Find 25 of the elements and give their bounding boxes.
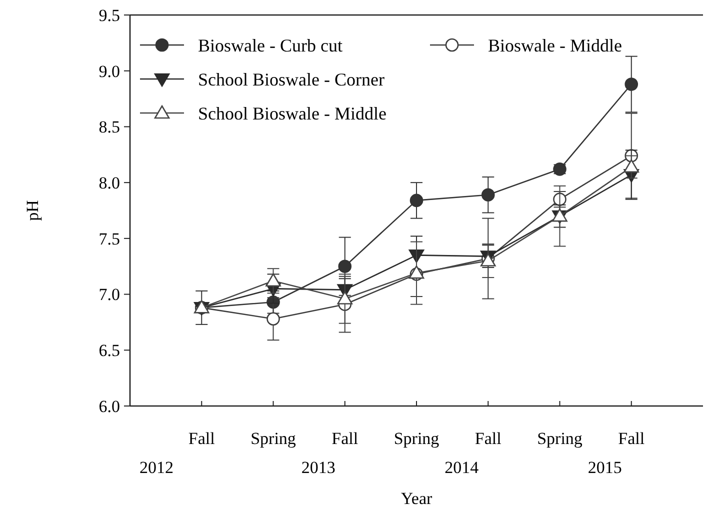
text: 2012: [140, 458, 174, 477]
x-tick-label: Spring: [250, 429, 296, 448]
text: 2013: [301, 458, 336, 477]
y-axis-title: pH: [23, 200, 42, 221]
legend-label: Bioswale - Curb cut: [198, 35, 342, 56]
x-tick-label: Spring: [537, 429, 583, 448]
x-tick-label: Fall: [188, 429, 216, 448]
y-tick-label: 6.0: [98, 396, 120, 416]
x-tick-label: Fall: [474, 429, 502, 448]
y-tick-label: 7.0: [98, 285, 120, 304]
y-tick-label: 9.5: [98, 6, 120, 25]
y-tick-label: 8.5: [98, 118, 120, 137]
legend-label: School Bioswale - Middle: [198, 103, 386, 124]
x-tick-label: Fall: [618, 429, 645, 448]
x-tick-label: Spring: [394, 429, 440, 448]
y-tick-label: 9.0: [98, 62, 120, 81]
legend-label: School Bioswale - Corner: [198, 69, 384, 90]
text: 2014: [444, 458, 480, 477]
x-tick-label: Fall: [332, 429, 358, 448]
y-tick-label: 8.0: [98, 174, 120, 193]
legend-label: Bioswale - Middle: [488, 35, 622, 56]
y-tick-label: 6.5: [98, 341, 120, 360]
x-axis-title: Year: [400, 489, 432, 508]
y-tick-label: 7.5: [98, 229, 120, 248]
text: 2015: [588, 458, 622, 477]
